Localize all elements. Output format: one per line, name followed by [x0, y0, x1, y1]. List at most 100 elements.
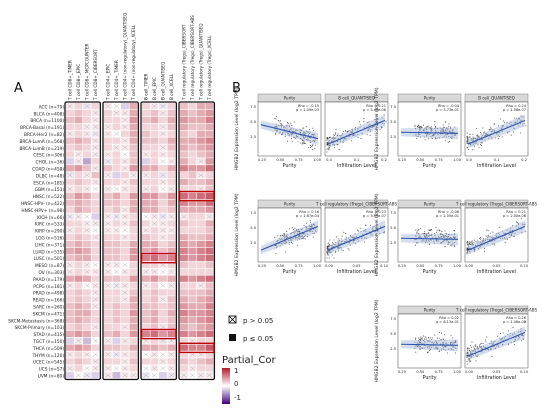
heatmap-cell	[180, 144, 188, 151]
heatmap-cross	[84, 228, 90, 233]
scatter-ytick: 2.5	[390, 347, 396, 351]
scatter-point	[490, 348, 493, 350]
scatter-point	[346, 240, 348, 242]
heatmap-cell	[83, 289, 91, 296]
scatter-point	[294, 137, 296, 139]
scatter-point	[479, 246, 481, 248]
heatmap-cell	[129, 220, 138, 227]
scatter-point	[444, 130, 446, 132]
heatmap-cell	[180, 316, 188, 324]
scatter-point	[422, 240, 424, 242]
scatter-point	[334, 134, 336, 136]
heatmap-cell	[66, 151, 74, 158]
scatter-point	[426, 129, 428, 131]
scatter-point	[476, 138, 478, 140]
scatter-point	[500, 127, 502, 129]
scatter-point	[314, 134, 316, 136]
heatmap-cell	[91, 372, 100, 379]
heatmap-cross	[122, 152, 128, 157]
heatmap-cell	[150, 199, 159, 206]
heatmap-cell	[180, 206, 188, 213]
scatter-point	[469, 241, 471, 243]
scatter-point	[479, 236, 482, 239]
scatter-point	[337, 248, 339, 250]
scatter-point	[466, 135, 468, 138]
scatter-point	[430, 229, 433, 231]
scatter-point	[381, 117, 383, 119]
scatter-point	[348, 249, 350, 251]
scatter-point	[477, 144, 479, 146]
scatter-point	[475, 355, 477, 357]
scatter-point	[335, 128, 337, 130]
facet-xtick: 0.00	[465, 264, 474, 268]
heatmap-cell	[180, 365, 188, 372]
scatter-point	[332, 143, 334, 146]
scatter-point	[466, 132, 468, 134]
scatter-point	[293, 228, 295, 230]
heatmap-cell	[83, 192, 91, 199]
heatmap-cross	[160, 159, 166, 164]
scatter-point	[469, 359, 471, 361]
scatter-point	[295, 229, 297, 231]
scatter-point	[440, 233, 442, 235]
heatmap-cell	[104, 206, 112, 213]
scatter-point	[496, 345, 498, 347]
scatter-point	[314, 232, 316, 234]
heatmap-cell	[83, 116, 91, 124]
scatter-point	[510, 341, 512, 343]
heatmap-cross	[168, 338, 175, 343]
scatter-point	[337, 240, 339, 242]
scatter-point	[327, 254, 329, 256]
heatmap-cell	[129, 358, 138, 365]
scatter-point	[278, 237, 280, 240]
facet-xtick: 0.50	[416, 158, 425, 162]
heatmap-cell	[83, 144, 91, 151]
heatmap-cell	[188, 275, 197, 282]
heatmap-cell	[91, 158, 100, 165]
scatter-point	[312, 223, 314, 225]
scatter-ytick: 7.5	[250, 211, 256, 215]
heatmap-cell	[142, 199, 150, 206]
scatter-point	[301, 228, 303, 230]
heatmap-cell	[188, 165, 197, 172]
scatter-point	[426, 340, 428, 342]
heatmap-cell	[142, 261, 150, 268]
scatter-point	[303, 237, 305, 240]
heatmap-cross	[122, 352, 128, 357]
scatter-point	[355, 135, 357, 137]
heatmap-cell	[142, 206, 150, 213]
facet-xtick: 0.50	[416, 370, 425, 374]
scatter-point	[444, 334, 446, 336]
scatter-point	[362, 233, 364, 235]
scatter-point	[510, 121, 512, 123]
facet-annotation: Rho = 0.24	[506, 104, 527, 108]
scatter-point	[312, 232, 314, 235]
heatmap-cross	[160, 152, 166, 157]
scatter-point	[275, 132, 277, 135]
facet-xtick: 0.75	[295, 158, 303, 162]
scatter-point	[353, 237, 355, 239]
heatmap-cell	[197, 247, 205, 255]
scatter-point	[292, 237, 294, 239]
scatter-point	[348, 242, 350, 244]
heatmap-cell	[159, 247, 167, 255]
scatter-point	[488, 137, 490, 139]
heatmap-row-label: HNSC-HPV+ (n=98)	[21, 208, 64, 214]
scatter-point	[423, 233, 425, 235]
scatter-point	[419, 342, 422, 344]
scatter-point	[491, 138, 493, 140]
scatter-point	[337, 144, 339, 146]
scatter-point	[513, 122, 515, 124]
scatter-point	[339, 240, 341, 242]
heatmap-cell	[142, 123, 150, 130]
heatmap-cell	[129, 254, 138, 262]
scatter-point	[454, 134, 456, 136]
scatter-point	[438, 337, 440, 339]
scatter-point	[509, 230, 511, 233]
scatter-point	[449, 126, 452, 128]
scatter-point	[415, 351, 417, 353]
scatter-point	[288, 241, 291, 244]
scatter-point	[436, 343, 438, 345]
scatter-point	[521, 116, 523, 118]
scatter-point	[328, 245, 330, 247]
